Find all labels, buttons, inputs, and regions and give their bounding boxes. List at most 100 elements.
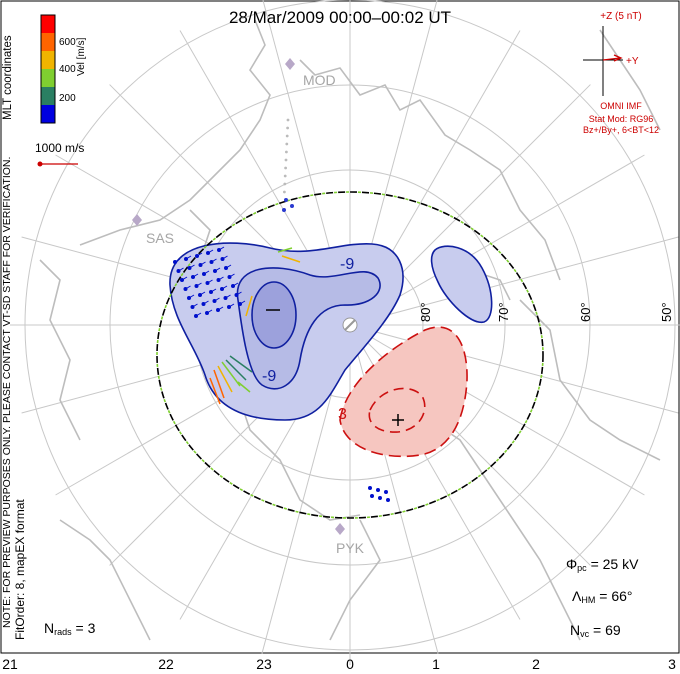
coast-2 [79, 19, 271, 246]
vector-tail [222, 255, 228, 260]
colorbar-frame [40, 14, 56, 124]
vector-tail [210, 288, 217, 293]
preview-note: NOTE: FOR PREVIEW PURPOSES ONLY. PLEASE … [1, 156, 13, 628]
vector-tail [206, 309, 213, 314]
radar-label-sas: SAS [146, 230, 175, 246]
radar-label-pyk: PYK [336, 540, 365, 556]
beam-dot [286, 126, 289, 130]
beam-dot [386, 498, 390, 502]
stat-phi-pc: Φpc = 25 kV [566, 556, 639, 573]
colorbar-unit-label: Vel [m/s] [76, 37, 87, 76]
positive-potential-cell [339, 326, 468, 458]
beam-dot [284, 166, 287, 170]
imf-z-label: +Z (5 nT) [600, 11, 642, 22]
beam-dot [282, 208, 286, 212]
contour-label-neg: -9 [340, 256, 355, 273]
vector-tail [185, 255, 192, 260]
vector-tail [195, 312, 202, 317]
beam-dot [283, 190, 286, 194]
colorbar [40, 14, 56, 124]
vector-tail [181, 276, 188, 281]
scale-vector [37, 161, 78, 167]
imf-condition: Bz+/By+, 6<BT<12 [582, 125, 660, 135]
fit-order-note: FitOrder: 8, mapEX format [13, 499, 27, 640]
radar-label-mod: MOD [303, 72, 336, 88]
colorbar-tick-600: 600 [59, 37, 76, 48]
vector-tail [211, 258, 217, 263]
vector-tail [178, 267, 184, 272]
max-marker [392, 414, 404, 426]
colorbar-segment [41, 87, 55, 105]
lat-label-60: 60° [578, 302, 593, 322]
mlt-label-21: 21 [2, 656, 18, 672]
vector-tail [228, 303, 235, 308]
vector-tail [196, 252, 203, 257]
vector-tail [218, 246, 225, 251]
pos-contour-inner [368, 387, 426, 433]
imf-y-label: +Y [626, 56, 639, 67]
mlt-label-23: 23 [256, 656, 272, 672]
vector-tail [225, 264, 232, 269]
vector-tail [199, 291, 206, 296]
vector-tail [214, 297, 220, 302]
vector-tail [225, 294, 231, 299]
imf-dial [583, 26, 623, 96]
vector-tail [200, 261, 206, 266]
vector-tail [196, 282, 202, 287]
colorbar-segment [41, 105, 55, 123]
contour-label-pos: 3 [338, 406, 347, 423]
vector-tail [214, 267, 221, 272]
vector-tail [221, 285, 228, 290]
beam-dot [283, 174, 287, 178]
lat-label-70: 70° [496, 302, 511, 322]
vector-tail [229, 273, 235, 278]
colorbar-tick-400: 400 [59, 64, 76, 75]
vector-tail [217, 306, 224, 311]
vector [221, 361, 241, 387]
vector-tail [218, 276, 224, 281]
beam-dot [283, 182, 287, 186]
vector-tail [239, 300, 246, 305]
stat-n-vc: Nvc = 69 [570, 622, 621, 639]
mlt-label-0: 0 [346, 656, 354, 672]
coast-5 [329, 519, 381, 641]
beam-dot [286, 118, 290, 122]
vector [281, 255, 301, 263]
beam-dot [284, 158, 288, 162]
radar-site-sas [132, 214, 142, 226]
mod-radar-dots [282, 118, 294, 212]
vector [229, 355, 253, 373]
beam-dot [285, 142, 289, 146]
vector-tail [203, 270, 210, 275]
vector-tail [188, 294, 195, 299]
lat-label-80: 80° [418, 302, 433, 322]
plot-frame [0, 0, 680, 654]
stat-n-rads: Nrads = 3 [44, 620, 96, 637]
vector [217, 365, 233, 393]
radar-site-mod [285, 58, 295, 70]
neg-contour-inner [251, 281, 297, 349]
flow-vectors [209, 247, 301, 405]
neg-contour-secondary [430, 245, 493, 323]
colorbar-segment [41, 15, 55, 33]
vector [237, 381, 251, 393]
negative-potential-cell [169, 242, 493, 421]
beam-dot [290, 204, 294, 208]
vector-tail [174, 258, 181, 263]
vector-tail [207, 249, 214, 254]
beam-dot [285, 134, 289, 138]
coast-8 [59, 519, 151, 641]
colorbar-segment [41, 69, 55, 87]
vector [225, 359, 247, 381]
colorbar-segment [41, 51, 55, 69]
colorbar-segment [41, 33, 55, 51]
imf-title: OMNI IMF [600, 101, 642, 111]
vector [277, 247, 293, 253]
beam-dot [370, 494, 374, 498]
lat-label-50: 50° [659, 302, 674, 322]
vector [245, 295, 253, 317]
radar-site-pyk [335, 523, 345, 535]
imf-vector [602, 57, 621, 61]
coordinates-label: MLT coordinates [2, 35, 14, 120]
